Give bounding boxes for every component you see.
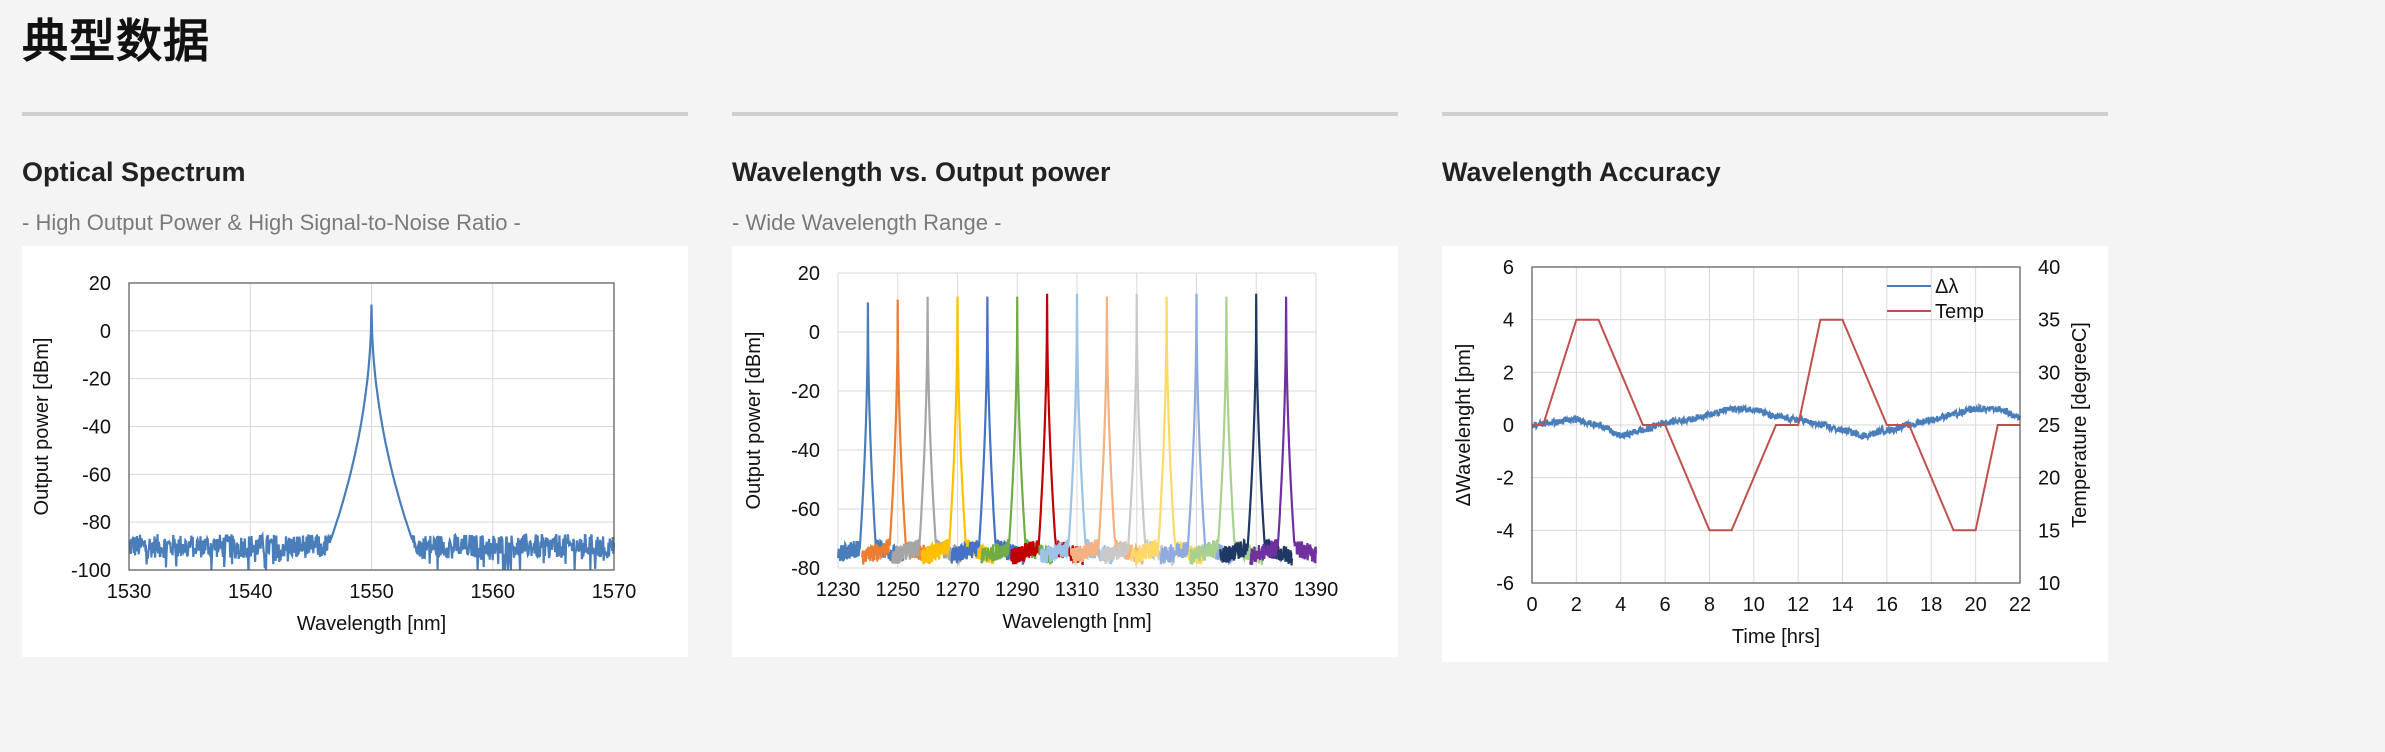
section-subtitle [1442,208,2108,238]
x-tick-label: 1250 [876,579,921,601]
x-tick-label: 1560 [471,581,516,603]
x-tick-label: 20 [1965,594,1987,616]
optical-spectrum-chart: 1530 1540 1550 1560 1570 20 0 -20 -40 -60 -80 -100 W… [31,273,637,635]
plot-area-border [128,282,615,571]
y-tick-label: -80 [791,558,820,580]
y-tick-label: 0 [1503,415,1514,437]
y-tick-label: -60 [82,464,111,486]
section-heading: Optical Spectrum [22,157,246,187]
x-tick-label: 14 [1831,594,1853,616]
channel-series-line [1249,296,1318,565]
plot-area-border [1531,266,2021,584]
section-optical-spectrum: Optical Spectrum - High Output Power & H… [22,112,688,238]
y-tick-label: 2 [1503,362,1514,384]
y2-tick-label: 15 [2038,520,2060,542]
x-tick-label: 16 [1876,594,1898,616]
wavelength-power-panel: 1230 1250 1270 1290 1310 1330 1350 1370 1390 20 0 -… [732,246,1398,657]
y-tick-label: 0 [100,321,111,343]
x-tick-label: 1390 [1294,579,1339,601]
delta-lambda-series-line [1531,402,2021,442]
x-axis-label: Wavelength [nm] [1002,611,1151,633]
y-tick-label: 0 [809,322,820,344]
y-tick-label: -20 [791,381,820,403]
x-tick-label: 1570 [592,581,637,603]
x-tick-label: 8 [1704,594,1715,616]
section-heading: Wavelength Accuracy [1442,157,1721,187]
y-tick-label: -80 [82,512,111,534]
y-axis-label: ΔWavelenght [pm] [1453,344,1475,507]
x-tick-label: 1530 [107,581,152,603]
channel-series-line [950,296,1025,565]
spectrum-series-line [128,304,616,571]
y2-tick-label: 40 [2038,257,2060,279]
legend-label: Temp [1935,301,1984,323]
x-tick-label: 18 [1920,594,1942,616]
y-tick-label: 4 [1503,310,1514,332]
x-tick-label: 0 [1526,594,1537,616]
x-tick-label: 1330 [1115,579,1160,601]
x-tick-label: 1540 [228,581,273,603]
channel-series-line [1130,296,1204,565]
y-tick-label: 6 [1503,257,1514,279]
x-axis-label: Time [hrs] [1732,626,1820,648]
channel-series-line [1189,296,1264,566]
y2-tick-label: 25 [2038,415,2060,437]
x-tick-label: 1370 [1234,579,1279,601]
y2-tick-label: 30 [2038,362,2060,384]
section-divider [22,112,688,116]
x-tick-label: 1550 [349,581,394,603]
x-tick-label: 1290 [995,579,1040,601]
y-tick-label: -60 [791,499,820,521]
channel-series-line [891,296,965,566]
y-tick-label: 20 [89,273,111,295]
y-axis-label: Output power [dBm] [743,332,765,510]
x-tick-label: 1350 [1174,579,1219,601]
x-tick-label: 22 [2009,594,2031,616]
y2-axis-label: Temperature [degreeC] [2069,322,2091,528]
y-axis-label: Output power [dBm] [31,338,53,516]
optical-spectrum-panel: 1530 1540 1550 1560 1570 20 0 -20 -40 -60 -80 -100 W… [22,246,688,657]
x-tick-label: 4 [1615,594,1626,616]
page-title: 典型数据 [22,14,210,68]
section-subtitle: - High Output Power & High Signal-to-Noi… [22,210,521,235]
y-tick-label: -100 [71,560,111,582]
y-tick-label: -40 [791,440,820,462]
section-wavelength-accuracy: Wavelength Accuracy [1442,112,2108,238]
y2-tick-label: 20 [2038,468,2060,490]
channel-series-line [1219,293,1294,566]
section-subtitle: - Wide Wavelength Range - [732,210,1002,235]
section-divider [1442,112,2108,116]
y2-tick-label: 35 [2038,310,2060,332]
y-tick-label: -4 [1496,520,1514,542]
channel-series-line [1010,293,1085,566]
x-axis-label: Wavelength [nm] [297,613,446,635]
channel-series-line [836,302,905,564]
y-tick-label: -20 [82,369,111,391]
x-tick-label: 12 [1787,594,1809,616]
x-tick-label: 10 [1743,594,1765,616]
channel-series-line [1069,296,1144,567]
section-heading: Wavelength vs. Output power [732,157,1111,187]
x-tick-label: 2 [1571,594,1582,616]
x-tick-label: 1310 [1055,579,1100,601]
y-tick-label: -6 [1496,573,1514,595]
y-tick-label: -40 [82,417,111,439]
y2-tick-label: 10 [2038,573,2060,595]
x-tick-label: 1270 [935,579,980,601]
temperature-series-line [1532,318,2020,532]
section-wavelength-vs-output-power: Wavelength vs. Output power - Wide Wavel… [732,112,1398,238]
wavelength-accuracy-panel: 0 2 4 6 8 10 12 14 16 18 20 22 6 4 2 0 -2 -4 -6 Time [hrs] Δ… [1442,246,2108,662]
x-tick-label: 1230 [816,579,861,601]
wavelength-power-chart: 1230 1250 1270 1290 1310 1330 1350 1370 1390 20 0 -… [743,263,1339,633]
section-divider [732,112,1398,116]
legend-label: Δλ [1935,276,1958,298]
y-tick-label: -2 [1496,468,1514,490]
x-tick-label: 6 [1660,594,1671,616]
y-tick-label: 20 [798,263,820,285]
